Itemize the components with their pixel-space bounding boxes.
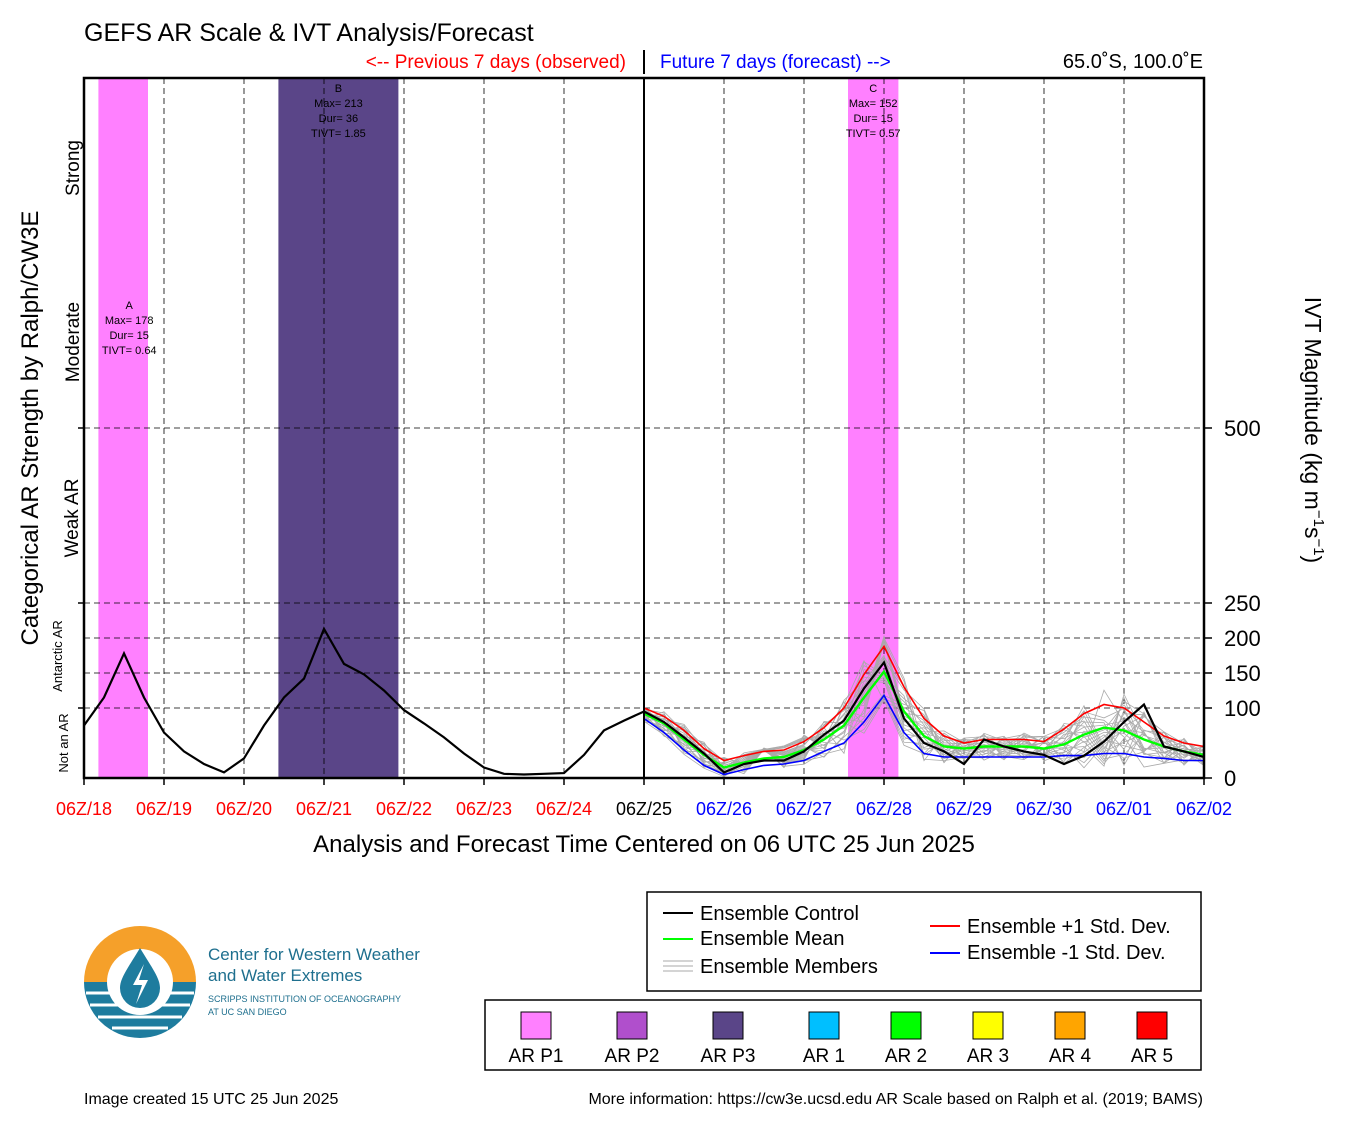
chart-title: GEFS AR Scale & IVT Analysis/Forecast [84,19,534,47]
scale-label-ar2: AR 2 [885,1046,927,1067]
scale-label-ar5: AR 5 [1131,1046,1173,1067]
ensemble-member-1 [643,659,1205,768]
ensemble-member-19 [643,654,1205,773]
category-not-an-ar: Not an AR [56,713,71,772]
ar-event-c-text-0: C [869,83,877,95]
ar-event-b-text-1: Max= 213 [314,98,363,110]
scale-label-ar3: AR 3 [967,1046,1009,1067]
ar-event-b-text-2: Dur= 36 [319,113,358,125]
xtick-label-13: 06Z/01 [1096,799,1152,819]
series-lines [83,626,1205,776]
logo-line3: SCRIPPS INSTITUTION OF OCEANOGRAPHY [208,994,401,1004]
ensemble-member-11 [643,657,1205,773]
right-axis-label: IVT Magnitude (kg m−1s−1) [1300,297,1327,563]
xtick-label-14: 06Z/02 [1176,799,1232,819]
ensemble-member-20 [643,661,1205,771]
ar-event-b-text-3: TIVT= 1.85 [311,128,366,140]
ensemble-legend: Ensemble Control Ensemble Mean Ensemble … [646,891,1202,992]
ytick-label-100: 100 [1224,696,1261,721]
xtick-label-3: 06Z/21 [296,799,352,819]
scale-label-ar_p1: AR P1 [509,1046,564,1067]
ytick-label-200: 200 [1224,626,1261,651]
x-axis-label: Analysis and Forecast Time Centered on 0… [313,831,975,858]
legend-control-label: Ensemble Control [700,903,859,925]
logo-drop-icon [120,948,160,1008]
y-axis-ticks: 0 100 150 200 250 500 [78,416,1261,791]
scale-swatch-ar5 [1136,1011,1168,1040]
ytick-label-250: 250 [1224,591,1261,616]
minus-sd-line [643,693,1204,776]
scale-swatch-ar_p2 [616,1011,648,1040]
ytick-label-150: 150 [1224,661,1261,686]
category-weak-ar: Weak AR [62,479,83,558]
xtick-label-9: 06Z/27 [776,799,832,819]
scale-label-ar_p2: AR P2 [605,1046,660,1067]
footer-info: More information: https://cw3e.ucsd.edu … [588,1091,1203,1108]
ensemble-members [643,634,1205,778]
legend-plus-sd-label: Ensemble +1 Std. Dev. [967,916,1171,938]
plus-sd-line [643,644,1205,762]
ar-event-a-text-2: Dur= 15 [109,330,148,342]
logo-line1: Center for Western Weather [208,945,420,964]
ensemble-control-line [643,660,1205,774]
ar-event-a-text-0: A [126,300,134,312]
logo-line2: and Water Extremes [208,966,362,985]
xtick-label-11: 06Z/29 [936,799,992,819]
ar-event-c-text-2: Dur= 15 [853,113,892,125]
cw3e-logo: Center for Western Weather and Water Ext… [84,926,420,1038]
legend-minus-sd-label: Ensemble -1 Std. Dev. [967,942,1166,964]
ensemble-member-21 [643,689,1205,769]
xtick-label-7: 06Z/25 [616,799,672,819]
ensemble-member-8 [643,672,1205,772]
xtick-label-1: 06Z/19 [136,799,192,819]
ytick-label-0: 0 [1224,766,1236,791]
ytick-label-500: 500 [1224,416,1261,441]
legend-mean-label: Ensemble Mean [700,928,845,950]
left-axis-label: Categorical AR Strength by Ralph/CW3E [17,211,44,646]
ensemble-member-2 [643,640,1205,767]
previous-days-label: <-- Previous 7 days (observed) [366,52,626,73]
ar-scale-legend: AR P1 AR P2 AR P3 AR 1 AR 2 AR 3 AR 4 AR 5 [484,999,1202,1071]
scale-swatch-ar3 [972,1011,1004,1040]
xtick-label-10: 06Z/28 [856,799,912,819]
ar-event-c-text-1: Max= 152 [849,98,898,110]
scale-label-ar_p3: AR P3 [701,1046,756,1067]
category-antarctic-ar: Antarctic AR [50,620,65,692]
xtick-label-12: 06Z/30 [1016,799,1072,819]
ensemble-legend-box [646,891,1202,992]
scale-swatch-ar_p1 [520,1011,552,1040]
xtick-label-0: 06Z/18 [56,799,112,819]
xtick-label-5: 06Z/23 [456,799,512,819]
scale-label-ar4: AR 4 [1049,1046,1092,1067]
legend-members-label: Ensemble Members [700,956,878,978]
legend-members-swatch [663,960,693,972]
xtick-label-4: 06Z/22 [376,799,432,819]
location-label: 65.0˚S, 100.0˚E [1063,51,1203,73]
scale-label-ar1: AR 1 [803,1046,845,1067]
future-days-label: Future 7 days (forecast) --> [660,52,891,73]
xtick-label-8: 06Z/26 [696,799,752,819]
scale-swatch-ar_p3 [712,1011,744,1040]
logo-lightning-icon [133,964,148,1004]
xtick-label-2: 06Z/20 [216,799,272,819]
ar-event-b-text-0: B [335,83,342,95]
ar-event-a-text-3: TIVT= 0.64 [102,345,157,357]
ensemble-mean-line [643,669,1205,769]
scale-swatch-ar1 [808,1011,840,1040]
category-strong: Strong [63,140,84,196]
xtick-label-6: 06Z/24 [536,799,592,819]
scale-swatch-ar4 [1054,1011,1086,1040]
ar-event-c-text-3: TIVT= 0.57 [846,128,901,140]
footer-created: Image created 15 UTC 25 Jun 2025 [84,1091,338,1108]
logo-line4: AT UC SAN DIEGO [208,1007,287,1017]
observed-ivt-line [83,626,645,776]
scale-swatch-ar2 [890,1011,922,1040]
ar-event-labels: A Max= 178 Dur= 15 TIVT= 0.64 B Max= 213 Dur= … [102,83,901,357]
category-moderate: Moderate [63,302,84,382]
ar-event-a-text-1: Max= 178 [105,315,154,327]
x-axis-ticks: 06Z/18 06Z/19 06Z/20 06Z/21 06Z/22 06Z/23 06Z/… [56,778,1232,819]
